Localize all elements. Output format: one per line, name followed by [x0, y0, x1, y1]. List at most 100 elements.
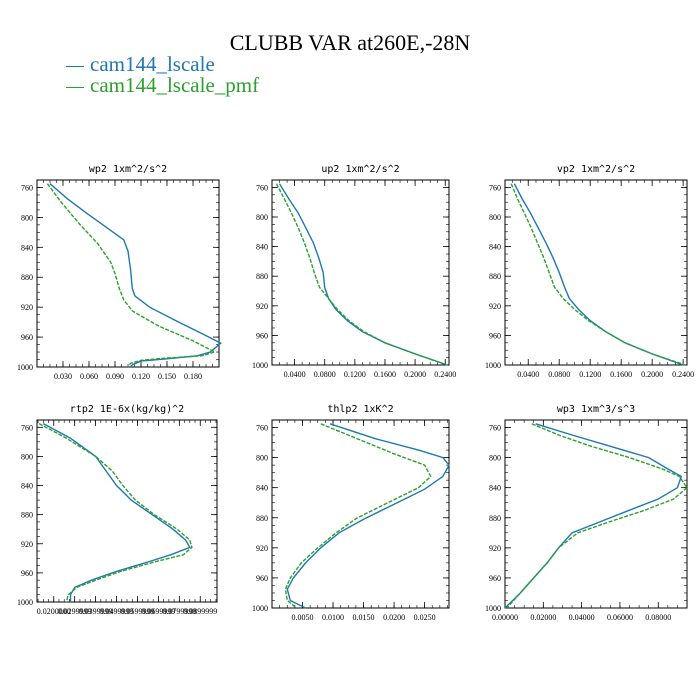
series-line-lscale: [513, 183, 684, 366]
y-tick-label: 760: [21, 183, 33, 192]
panel-frame-4: [36, 419, 218, 603]
y-tick-label: 960: [21, 569, 33, 578]
x-tick-label: 0.0399999: [79, 607, 113, 616]
series-line-lscale-pmf: [46, 183, 217, 368]
y-tick-label: 960: [21, 333, 33, 342]
legend-label-2: cam144_lscale_pmf: [90, 73, 260, 97]
y-tick-label: 800: [21, 213, 33, 222]
panel-frame-5: [271, 419, 450, 609]
x-tick-label: 0.0100: [322, 613, 344, 622]
x-tick-label: 0.0899999: [183, 607, 217, 616]
y-tick-label: 800: [21, 452, 33, 461]
x-tick-label: 0.2400: [434, 370, 456, 379]
panel-title-1: wp2 1xm^2/s^2: [89, 164, 167, 175]
y-tick-label: 960: [256, 331, 268, 340]
x-tick-label: 0.0800: [548, 370, 570, 379]
x-tick-label: 0.0800: [314, 370, 336, 379]
x-tick-label: 0.120: [132, 372, 150, 381]
legend-label-1: cam144_lscale: [90, 52, 215, 76]
panel-title-2: up2 1xm^2/s^2: [321, 164, 399, 175]
y-tick-label: 920: [256, 302, 268, 311]
panel-title-6: wp3 1xm^3/s^3: [557, 404, 635, 415]
series-line-lscale-pmf: [284, 423, 432, 609]
series-line-lscale-pmf: [506, 423, 688, 609]
series-line-lscale: [42, 422, 191, 602]
y-tick-label: 1000: [485, 604, 501, 613]
y-tick-label: 880: [489, 272, 501, 281]
x-tick-label: 0.0200: [383, 613, 405, 622]
legend-swatch-1: [66, 65, 84, 67]
x-tick-label: 0.2400: [672, 370, 694, 379]
x-tick-label: 0.0400: [517, 370, 539, 379]
panel-frame-1: [36, 179, 220, 368]
y-tick-label: 920: [489, 302, 501, 311]
x-tick-label: 0.1200: [344, 370, 366, 379]
y-tick-label: 960: [256, 574, 268, 583]
x-tick-label: 0.00000: [492, 613, 518, 622]
legend-swatch-2: [66, 86, 84, 88]
x-tick-label: 0.0499999: [100, 607, 134, 616]
series-line-lscale-pmf: [275, 183, 447, 366]
y-tick-label: 840: [21, 243, 33, 252]
y-tick-label: 800: [256, 454, 268, 463]
x-tick-label: 0.1600: [374, 370, 396, 379]
y-tick-label: 920: [21, 540, 33, 549]
x-tick-label: 0.1600: [610, 370, 632, 379]
x-tick-label: 0.0299999: [58, 607, 92, 616]
panel-title-5: thlp2 1xK^2: [327, 404, 393, 415]
y-tick-label: 800: [489, 454, 501, 463]
chart-title: CLUBB VAR at260E,-28N: [229, 30, 471, 55]
y-tick-label: 920: [21, 303, 33, 312]
series-line-lscale: [49, 183, 222, 368]
x-tick-label: 0.0400: [284, 370, 306, 379]
x-tick-label: 0.0599999: [120, 607, 154, 616]
y-tick-label: 920: [256, 544, 268, 553]
y-tick-label: 840: [21, 482, 33, 491]
x-tick-label: 0.1200: [579, 370, 601, 379]
y-tick-label: 1000: [17, 598, 33, 607]
x-tick-label: 0.060: [80, 372, 98, 381]
series-line-lscale: [286, 423, 450, 609]
y-tick-label: 840: [256, 484, 268, 493]
x-tick-label: 0.090: [106, 372, 124, 381]
y-tick-label: 760: [21, 423, 33, 432]
y-tick-label: 1000: [252, 604, 268, 613]
y-tick-label: 920: [489, 544, 501, 553]
y-tick-label: 760: [256, 183, 268, 192]
x-tick-label: 0.0150: [353, 613, 375, 622]
y-tick-label: 880: [489, 514, 501, 523]
series-line-lscale: [278, 183, 448, 366]
y-tick-label: 880: [256, 272, 268, 281]
y-tick-label: 1000: [17, 363, 33, 372]
series-line-lscale-pmf: [38, 422, 193, 603]
x-tick-label: 0.0799999: [162, 607, 196, 616]
panel-frame-3: [504, 179, 688, 366]
x-tick-label: 0.0699999: [141, 607, 175, 616]
series-line-lscale-pmf: [510, 183, 686, 366]
x-tick-label: 0.2000: [641, 370, 663, 379]
y-tick-label: 960: [489, 574, 501, 583]
x-tick-label: 0.04000: [569, 613, 595, 622]
x-tick-label: 0.08000: [645, 613, 671, 622]
y-tick-label: 760: [489, 183, 501, 192]
x-tick-label: 0.030: [54, 372, 72, 381]
y-tick-label: 880: [21, 273, 33, 282]
y-tick-label: 880: [256, 514, 268, 523]
y-tick-label: 840: [489, 243, 501, 252]
x-tick-label: 0.2000: [404, 370, 426, 379]
y-tick-label: 800: [489, 213, 501, 222]
y-tick-label: 1000: [252, 361, 268, 370]
x-tick-label: 0.0250: [414, 613, 436, 622]
y-tick-label: 800: [256, 213, 268, 222]
series-line-lscale: [504, 423, 683, 609]
legend-entry-1: cam144_lscale: [66, 52, 215, 77]
x-tick-label: 0.02000: [530, 613, 556, 622]
y-tick-label: 1000: [485, 361, 501, 370]
x-tick-label: 0.0200000: [37, 607, 71, 616]
y-tick-label: 760: [489, 424, 501, 433]
y-tick-label: 880: [21, 511, 33, 520]
y-tick-label: 840: [489, 484, 501, 493]
y-tick-label: 760: [256, 424, 268, 433]
panel-frame-2: [271, 179, 450, 366]
